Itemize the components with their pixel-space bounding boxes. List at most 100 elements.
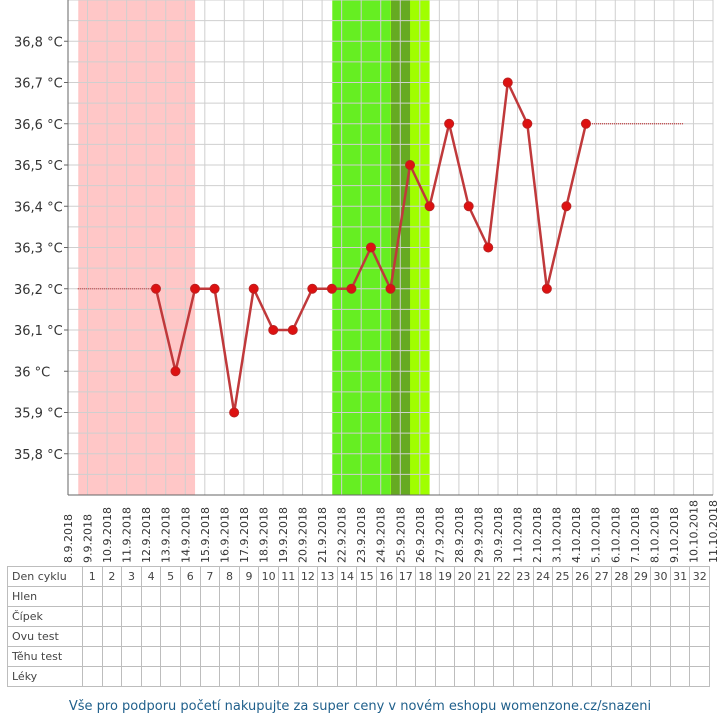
x-tick-label: 6.10.2018 — [609, 507, 622, 563]
table-cell — [336, 646, 358, 667]
table-cell — [317, 626, 338, 647]
row-label: Těhu test — [7, 646, 83, 667]
table-cell — [513, 666, 534, 687]
table-cell — [121, 626, 142, 647]
table-cell — [160, 586, 181, 607]
table-cell — [101, 646, 123, 667]
table-cell — [415, 666, 436, 687]
table-cell — [650, 586, 671, 607]
cycle-day-cell: 29 — [630, 566, 652, 587]
x-tick-label: 8.9.2018 — [62, 514, 75, 563]
table-cell — [454, 586, 475, 607]
temperature-point — [170, 366, 181, 377]
table-cell — [82, 666, 103, 687]
table-cell — [630, 626, 652, 647]
cycle-day-cell: 11 — [277, 566, 299, 587]
temperature-point — [150, 283, 161, 294]
y-tick-label: 36,7 °C — [14, 77, 63, 92]
table-cell — [454, 646, 475, 667]
table-cell — [473, 586, 495, 607]
x-tick-label: 27.9.2018 — [433, 507, 446, 563]
cycle-day-cell: 23 — [513, 566, 534, 587]
x-tick-label: 10.9.2018 — [101, 507, 114, 563]
table-cell — [395, 586, 417, 607]
x-tick-label: 16.9.2018 — [218, 507, 231, 563]
table-cell — [258, 666, 279, 687]
footer-link[interactable]: Vše pro podporu početí nakupujte za supe… — [68, 699, 652, 714]
cycle-day-cell: 19 — [434, 566, 456, 587]
table-cell — [179, 626, 201, 647]
table-cell — [258, 586, 279, 607]
y-tick-label: 36,5 °C — [14, 159, 63, 174]
y-tick-label: 36,2 °C — [14, 283, 63, 298]
temperature-point — [268, 325, 279, 335]
y-tick-label: 36,4 °C — [14, 200, 63, 215]
cycle-day-cell: 25 — [552, 566, 573, 587]
table-cell — [493, 586, 515, 607]
x-tick-label: 17.9.2018 — [238, 507, 251, 563]
table-cell — [650, 606, 671, 627]
table-row: Den cyklu 1 2 3 4 5 6 7 8 9 10 11 12 13 14 15 16 17 18 19 20… — [7, 566, 710, 587]
x-tick-label: 20.9.2018 — [297, 507, 310, 563]
table-cell — [297, 626, 319, 647]
table-cell — [611, 666, 632, 687]
table-cell — [277, 586, 299, 607]
table-cell — [571, 626, 593, 647]
table-cell — [258, 646, 279, 667]
temperature-point — [405, 160, 416, 170]
table-cell — [356, 626, 377, 647]
x-tick-label: 24.9.2018 — [375, 507, 388, 563]
table-cell — [238, 666, 260, 687]
cycle-day-cell: 28 — [611, 566, 632, 587]
x-tick-label: 1.10.2018 — [512, 507, 525, 563]
temperature-point — [326, 283, 337, 294]
table-cell — [375, 606, 397, 627]
x-tick-label: 3.10.2018 — [551, 507, 564, 563]
cycle-day-cell: 21 — [473, 566, 495, 587]
temperature-point — [385, 283, 396, 294]
table-cell — [591, 626, 613, 647]
cycle-day-cell: 16 — [375, 566, 397, 587]
table-cell — [356, 606, 377, 627]
y-tick-label: 35,8 °C — [14, 448, 63, 463]
table-cell — [591, 666, 613, 687]
table-cell — [219, 666, 240, 687]
temperature-point — [502, 77, 513, 88]
table-cell — [219, 586, 240, 607]
table-cell — [532, 626, 554, 647]
cycle-day-cell: 9 — [238, 566, 260, 587]
table-cell — [297, 586, 319, 607]
temperature-point — [365, 242, 376, 253]
temperature-chart: 35,8 °C 35,9 °C 36 °C 36,1 °C 36,2 °C 36,3 °C… — [14, 0, 720, 563]
row-label: Ovu test — [7, 626, 83, 647]
table-cell — [669, 626, 691, 647]
x-tick-label: 18.9.2018 — [257, 507, 270, 563]
table-cell — [140, 626, 162, 647]
x-tick-label: 5.10.2018 — [590, 507, 603, 563]
x-tick-label: 12.9.2018 — [140, 507, 153, 563]
temperature-point — [248, 283, 259, 294]
x-tick-label: 11.10.2018 — [707, 500, 720, 563]
table-cell — [395, 666, 417, 687]
table-cell — [591, 586, 613, 607]
temperature-point — [561, 201, 572, 212]
table-cell — [160, 666, 181, 687]
table-cell — [630, 606, 652, 627]
table-cell — [630, 586, 652, 607]
table-cell — [140, 586, 162, 607]
table-cell — [532, 646, 554, 667]
table-cell — [591, 606, 613, 627]
table-cell — [434, 606, 456, 627]
cycle-day-cell: 15 — [356, 566, 377, 587]
temperature-point — [209, 283, 220, 294]
table-row: Ovu test — [7, 626, 710, 647]
table-cell — [336, 586, 358, 607]
table-row: Hlen — [7, 586, 710, 607]
x-tick-label: 2.10.2018 — [531, 507, 544, 563]
table-row: Těhu test — [7, 646, 710, 667]
table-cell — [140, 666, 162, 687]
table-cell — [140, 606, 162, 627]
table-cell — [356, 646, 377, 667]
table-cell — [336, 626, 358, 647]
table-cell — [375, 586, 397, 607]
